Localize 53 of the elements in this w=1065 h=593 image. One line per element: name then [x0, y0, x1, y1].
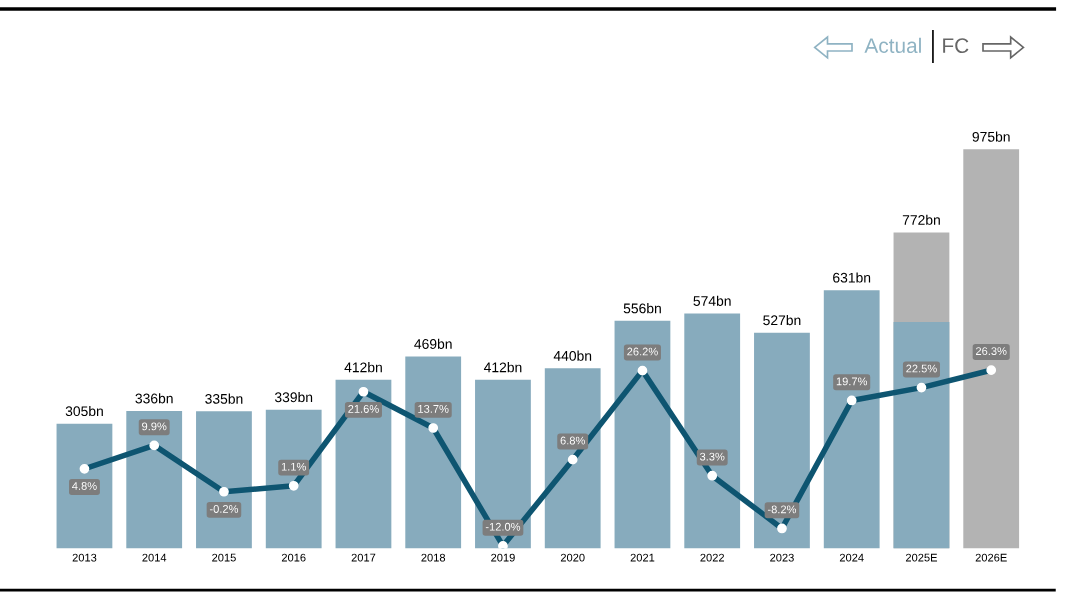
x-tick-label: 2017: [351, 553, 376, 562]
x-tick-label: 2022: [700, 553, 724, 562]
data-label: 26.3%: [976, 347, 1007, 356]
data-label: 9.9%: [142, 422, 167, 431]
text: FC: [943, 38, 969, 54]
bar: [614, 320, 671, 549]
bar: [335, 379, 392, 549]
x-tick-label: 2014: [142, 553, 167, 562]
text: Actual: [864, 37, 921, 54]
data-label: 3.3%: [699, 452, 725, 461]
data-label: -8.2%: [767, 505, 797, 514]
data-label: 440bn: [553, 350, 592, 361]
data-label: 21.6%: [348, 405, 379, 413]
data-label: 975bn: [972, 131, 1010, 142]
x-tick-label: 2016: [281, 553, 306, 562]
data-label: 13.7%: [418, 404, 449, 413]
x-tick-label: 2026E: [975, 553, 1007, 562]
data-label: -0.2%: [209, 505, 239, 513]
x-tick-label: 2021: [630, 553, 655, 562]
x-tick-label: 2018: [421, 553, 446, 562]
bar: [684, 313, 741, 549]
data-label: 412bn: [483, 362, 522, 373]
bar: [56, 423, 113, 549]
bar: [754, 332, 810, 549]
data-label: 412bn: [344, 362, 382, 373]
x-tick-label: 2025E: [905, 553, 938, 562]
data-label: 772bn: [902, 214, 940, 225]
data-label: 26.2%: [627, 347, 658, 356]
data-label: 4.8%: [72, 482, 97, 490]
x-tick-label: 2013: [72, 553, 97, 562]
data-label: 469bn: [414, 338, 452, 349]
bar: [963, 149, 1020, 549]
bar: [893, 322, 950, 549]
data-label: 22.5%: [906, 364, 937, 373]
bar: [823, 290, 880, 549]
data-label: -12.0%: [485, 522, 521, 531]
data-label: 336bn: [135, 393, 173, 404]
data-label: 527bn: [763, 314, 801, 326]
x-tick-label: 2023: [770, 553, 794, 562]
data-label: 1.1%: [281, 462, 306, 471]
bar: [544, 368, 601, 549]
x-tick-label: 2024: [839, 553, 864, 562]
data-label: 556bn: [623, 303, 661, 314]
x-tick-label: 2019: [491, 553, 515, 562]
data-label: 6.8%: [560, 436, 585, 445]
data-label: 339bn: [274, 391, 313, 403]
data-label: 19.7%: [836, 377, 868, 386]
x-tick-label: 2020: [560, 553, 585, 562]
data-label: 335bn: [205, 393, 243, 404]
data-label: 574bn: [693, 295, 731, 306]
x-tick-label: 2015: [212, 553, 236, 562]
data-label: 631bn: [833, 272, 871, 283]
data-label: 305bn: [65, 405, 103, 417]
